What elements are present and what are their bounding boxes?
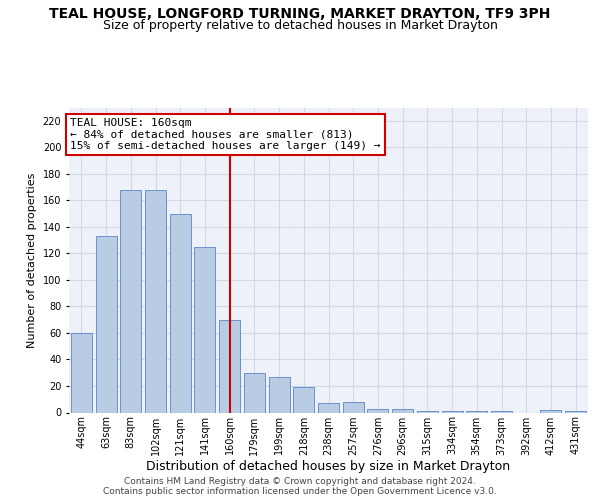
- Bar: [269, 376, 290, 412]
- Text: TEAL HOUSE: 160sqm
← 84% of detached houses are smaller (813)
15% of semi-detach: TEAL HOUSE: 160sqm ← 84% of detached hou…: [70, 118, 381, 152]
- Bar: [541, 410, 562, 412]
- Text: TEAL HOUSE, LONGFORD TURNING, MARKET DRAYTON, TF9 3PH: TEAL HOUSE, LONGFORD TURNING, MARKET DRA…: [49, 8, 551, 22]
- Text: Contains HM Land Registry data © Crown copyright and database right 2024.
Contai: Contains HM Land Registry data © Crown c…: [103, 476, 497, 496]
- X-axis label: Distribution of detached houses by size in Market Drayton: Distribution of detached houses by size …: [146, 460, 511, 473]
- Bar: [392, 408, 413, 412]
- Bar: [318, 403, 339, 412]
- Bar: [491, 411, 512, 412]
- Bar: [343, 402, 364, 412]
- Text: Size of property relative to detached houses in Market Drayton: Size of property relative to detached ho…: [103, 18, 497, 32]
- Bar: [145, 190, 166, 412]
- Bar: [565, 411, 586, 412]
- Bar: [194, 246, 215, 412]
- Bar: [442, 411, 463, 412]
- Y-axis label: Number of detached properties: Number of detached properties: [27, 172, 37, 348]
- Bar: [120, 190, 141, 412]
- Bar: [219, 320, 240, 412]
- Bar: [466, 411, 487, 412]
- Bar: [170, 214, 191, 412]
- Bar: [95, 236, 116, 412]
- Bar: [293, 388, 314, 412]
- Bar: [244, 372, 265, 412]
- Bar: [367, 408, 388, 412]
- Bar: [417, 411, 438, 412]
- Bar: [71, 333, 92, 412]
